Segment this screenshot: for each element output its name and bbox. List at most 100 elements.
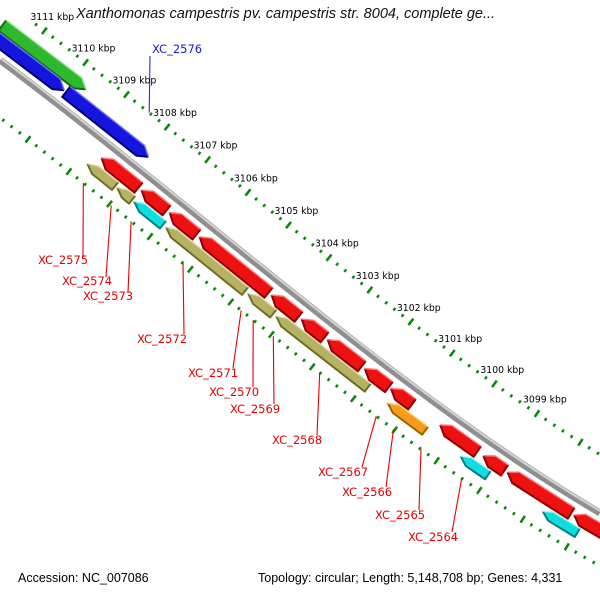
gene-label-XC_2571[interactable]: XC_2571	[188, 366, 238, 380]
gene-arrow-olive-3[interactable]	[166, 227, 249, 295]
ruler-minor-dot-outer	[475, 369, 480, 374]
ruler-minor-dot-outer	[254, 197, 259, 201]
ruler-minor-dot-inner	[343, 390, 347, 395]
ruler-major-tick-inner	[475, 486, 483, 495]
ruler-major-tick-outer	[577, 438, 584, 447]
ruler-minor-dot-outer	[237, 183, 242, 188]
gene-arrow-shade	[270, 294, 304, 323]
ruler-label: 3106 kbp	[234, 173, 278, 184]
ruler-label: 3103 kbp	[356, 271, 400, 282]
gene-label-leader-XC_2565	[418, 449, 422, 511]
ruler-major-tick-outer	[448, 349, 456, 358]
gene-arrow-olive-5[interactable]	[276, 316, 371, 392]
gene-arrow-red-1[interactable]	[141, 190, 171, 216]
gene-arrow-highlight	[271, 294, 304, 313]
ruler-minor-dot-outer	[91, 66, 96, 71]
gene-arrow-cyan-8[interactable]	[542, 511, 580, 537]
ruler-major-tick-inner	[24, 135, 32, 144]
gene-arrow-blue-1[interactable]	[62, 86, 149, 157]
ruler-minor-dot-inner	[245, 313, 249, 317]
ruler-minor-dot-inner	[50, 156, 55, 161]
ruler-minor-dot-inner	[139, 228, 144, 232]
gene-arrow-red-6[interactable]	[327, 339, 366, 372]
ruler-major-tick-outer	[325, 253, 333, 262]
ruler-minor-dot-outer	[278, 216, 283, 221]
gene-arrow-highlight	[101, 157, 144, 184]
gene-arrow-orange-6[interactable]	[387, 403, 429, 435]
gene-arrow-highlight	[117, 186, 136, 197]
gene-arrow-shade	[116, 187, 137, 205]
gene-arrow-cyan-7[interactable]	[460, 456, 491, 480]
ruler-minor-dot-outer	[50, 35, 55, 40]
features-layer	[0, 19, 600, 540]
leader-lines-layer	[82, 55, 463, 533]
ruler-minor-dot-inner	[376, 415, 381, 420]
gene-arrow-red-3[interactable]	[199, 236, 273, 298]
ruler-minor-dot-inner	[1, 118, 6, 123]
gene-label-XC_2575[interactable]: XC_2575	[38, 253, 88, 267]
gene-arrow-red-7[interactable]	[364, 368, 393, 393]
gene-arrow-red-11[interactable]	[507, 472, 575, 519]
ruler-minor-dot-outer	[500, 387, 505, 392]
gene-arrow-highlight	[440, 424, 482, 447]
gene-arrow-olive-1[interactable]	[117, 187, 136, 204]
ruler-major-tick-inner	[105, 199, 114, 208]
gene-arrow-highlight	[69, 86, 150, 158]
ruler-minor-dot-outer	[483, 375, 488, 380]
ruler-minor-dot-outer	[417, 326, 422, 331]
gene-arrow-highlight	[301, 318, 330, 333]
gene-arrow-red-4[interactable]	[271, 295, 303, 322]
gene-label-XC_2570[interactable]: XC_2570	[209, 385, 259, 399]
gene-label-XC_2576[interactable]: XC_2576	[152, 42, 202, 56]
ruler-minor-dot-inner	[401, 434, 406, 439]
ruler-label: 3111 kbp	[30, 12, 74, 23]
gene-arrow-shade	[389, 388, 417, 411]
gene-arrow-red-12[interactable]	[574, 514, 600, 540]
gene-arrow-red-9[interactable]	[440, 424, 482, 457]
gene-arrow-red-2[interactable]	[169, 212, 201, 240]
gene-arrow-shade	[86, 163, 120, 191]
gene-arrow-red-5[interactable]	[301, 319, 329, 343]
gene-arrow-olive-4[interactable]	[248, 293, 277, 318]
gene-label-leader-XC_2572	[182, 263, 185, 335]
gene-label-XC_2568[interactable]: XC_2568	[272, 433, 322, 447]
gene-arrow-highlight	[169, 211, 202, 230]
ruler-minor-dot-inner	[220, 293, 225, 298]
gene-label-XC_2566[interactable]: XC_2566	[342, 485, 392, 499]
ruler-minor-dot-outer	[458, 357, 463, 362]
ruler-major-tick-outer	[163, 123, 171, 132]
ruler-minor-dot-inner	[83, 182, 88, 187]
ruler-major-tick-outer	[407, 317, 415, 326]
ruler-minor-dot-inner	[91, 188, 96, 193]
ruler-minor-dot-outer	[140, 105, 145, 110]
gene-label-XC_2573[interactable]: XC_2573	[83, 289, 133, 303]
gene-arrow-green-0[interactable]	[0, 20, 86, 90]
ruler-minor-dot-outer	[148, 112, 153, 117]
gene-arrow-olive-0[interactable]	[87, 163, 119, 190]
gene-arrow-shade	[0, 48, 65, 92]
gene-arrow-cyan-2[interactable]	[134, 201, 167, 229]
gene-label-leader-XC_2568	[316, 372, 321, 436]
gene-arrow-shade	[168, 212, 202, 241]
gene-label-XC_2565[interactable]: XC_2565	[375, 508, 425, 522]
gene-arrow-red-8[interactable]	[390, 388, 416, 410]
ruler-minor-dot-inner	[261, 326, 266, 330]
ruler-major-tick-inner	[146, 232, 154, 241]
gene-label-XC_2569[interactable]: XC_2569	[230, 402, 280, 416]
gene-label-XC_2564[interactable]: XC_2564	[408, 530, 458, 544]
gene-arrow-highlight	[165, 226, 249, 288]
ruler-minor-dot-outer	[181, 138, 186, 143]
ruler-minor-dot-outer	[294, 229, 299, 234]
ruler-major-tick-outer	[491, 379, 498, 388]
gene-label-XC_2567[interactable]: XC_2567	[318, 465, 368, 479]
ruler-major-tick-outer	[533, 409, 541, 418]
ruler-minor-dot-inner	[285, 345, 290, 350]
ruler-minor-dot-outer	[552, 423, 557, 428]
ruler-minor-dot-inner	[302, 358, 306, 363]
gene-arrow-blue-0[interactable]	[0, 32, 65, 91]
gene-arrow-shade	[300, 318, 330, 344]
gene-arrow-red-0[interactable]	[101, 157, 143, 193]
gene-label-XC_2572[interactable]: XC_2572	[137, 332, 187, 346]
ruler-minor-dot-inner	[58, 163, 63, 167]
gene-label-XC_2574[interactable]: XC_2574	[62, 274, 112, 288]
